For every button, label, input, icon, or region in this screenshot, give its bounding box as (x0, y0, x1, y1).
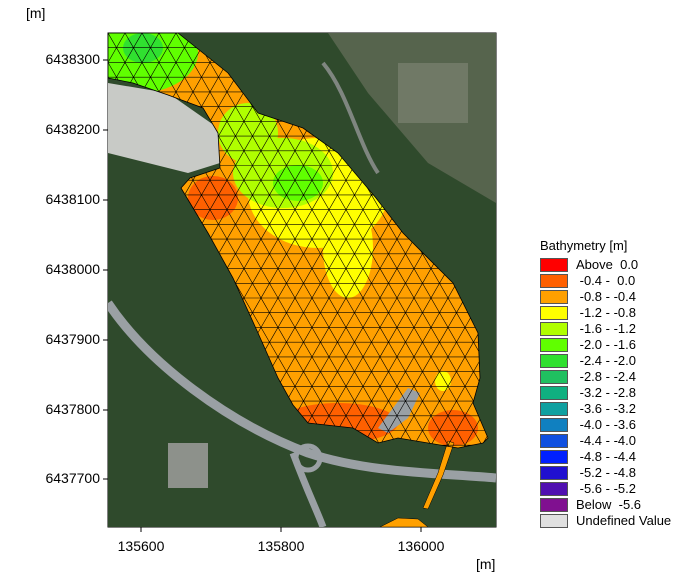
legend-swatch (540, 514, 568, 528)
legend-swatch (540, 338, 568, 352)
roundabout (293, 443, 323, 473)
legend-item: -4.8 - -4.4 (540, 449, 636, 465)
legend-label: -2.8 - -2.4 (576, 369, 636, 384)
legend-item: -1.2 - -0.8 (540, 305, 636, 321)
legend-item: -2.0 - -1.6 (540, 337, 636, 353)
legend-item: -3.6 - -3.2 (540, 401, 636, 417)
legend-item: -4.4 - -4.0 (540, 433, 636, 449)
legend-swatch (540, 450, 568, 464)
x-tick-label: 135800 (257, 538, 305, 554)
legend-swatch (540, 402, 568, 416)
y-tick-label: 6438000 (45, 261, 100, 277)
legend-title: Bathymetry [m] (540, 238, 628, 253)
legend-swatch (540, 498, 568, 512)
x-tick-label: 136000 (397, 538, 445, 554)
x-tick-label: 135600 (117, 538, 165, 554)
legend-item: -2.4 - -2.0 (540, 353, 636, 369)
parking-lot (168, 443, 208, 488)
legend-label: -2.4 - -2.0 (576, 353, 636, 368)
road (321, 61, 380, 175)
y-tick-label: 6438200 (45, 121, 100, 137)
legend-swatch (540, 386, 568, 400)
legend-label: -5.2 - -4.8 (576, 465, 636, 480)
legend-label: Below -5.6 (576, 497, 642, 512)
legend-swatch (540, 354, 568, 368)
y-tick-label: 6438100 (45, 191, 100, 207)
legend-swatch (540, 290, 568, 304)
y-tick-label: 6437800 (45, 401, 100, 417)
y-tick-label: 6437700 (45, 470, 100, 486)
legend-swatch (540, 370, 568, 384)
legend-swatch (540, 274, 568, 288)
legend-swatch (540, 418, 568, 432)
legend-label: -3.6 - -3.2 (576, 401, 636, 416)
village-block (398, 63, 468, 123)
bottom-unit-label: [m] (476, 556, 496, 572)
y-tick-label: 6437900 (45, 331, 100, 347)
legend-label: -1.6 - -1.2 (576, 321, 636, 336)
legend-label: -3.2 - -2.8 (576, 385, 636, 400)
legend-item: Below -5.6 (540, 497, 641, 513)
legend-swatch (540, 306, 568, 320)
legend-swatch (540, 434, 568, 448)
island (378, 388, 420, 433)
legend-label: Above 0.0 (576, 257, 639, 272)
outlet-pool (379, 517, 429, 527)
legend-item: -5.6 - -5.2 (540, 481, 636, 497)
legend-item: -5.2 - -4.8 (540, 465, 636, 481)
legend-label: -5.6 - -5.2 (576, 481, 636, 496)
legend-swatch (540, 466, 568, 480)
outlet-channel (422, 440, 455, 510)
legend-label: -0.4 - 0.0 (576, 273, 636, 288)
legend-item: -3.2 - -2.8 (540, 385, 636, 401)
y-tick-label: 6438300 (45, 51, 100, 67)
legend-item: -4.0 - -3.6 (540, 417, 636, 433)
legend-label: Undefined Value (576, 513, 672, 528)
legend-swatch (540, 482, 568, 496)
legend-label: -1.2 - -0.8 (576, 305, 636, 320)
map-canvas (108, 33, 496, 527)
legend-label: -2.0 - -1.6 (576, 337, 636, 352)
legend-item: Above 0.0 (540, 257, 638, 273)
legend-label: -4.4 - -4.0 (576, 433, 636, 448)
legend-item: -1.6 - -1.2 (540, 321, 636, 337)
legend-item: Undefined Value (540, 513, 671, 529)
legend-label: -4.0 - -3.6 (576, 417, 636, 432)
urban-area (108, 83, 220, 173)
legend-label: -0.8 - -0.4 (576, 289, 636, 304)
legend-swatch (540, 322, 568, 336)
legend-item: -0.8 - -0.4 (540, 289, 636, 305)
legend: Bathymetry [m] Above 0.0 -0.4 - 0.0 -0.8… (540, 238, 671, 529)
legend-item: -0.4 - 0.0 (540, 273, 635, 289)
legend-label: -4.8 - -4.4 (576, 449, 636, 464)
top-unit-label: [m] (26, 5, 46, 21)
legend-item: -2.8 - -2.4 (540, 369, 636, 385)
legend-swatch (540, 258, 568, 272)
bathymetry-map[interactable] (108, 33, 496, 527)
